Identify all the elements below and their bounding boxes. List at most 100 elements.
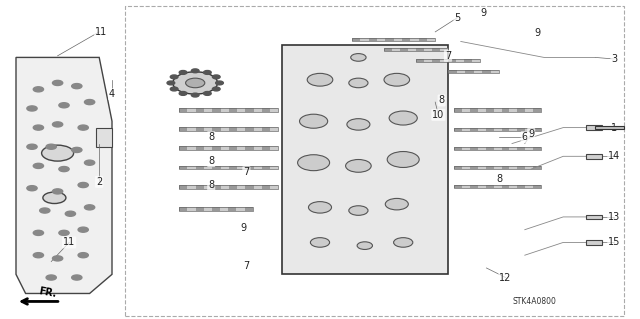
Bar: [245, 108, 253, 112]
Bar: [377, 38, 385, 41]
Bar: [262, 127, 270, 131]
Bar: [517, 128, 525, 131]
Bar: [486, 166, 493, 169]
Bar: [502, 166, 509, 169]
Bar: [427, 38, 435, 41]
Text: 8: 8: [208, 132, 214, 142]
Text: 1: 1: [611, 122, 618, 133]
Bar: [517, 147, 525, 150]
Bar: [253, 185, 262, 189]
Bar: [229, 146, 237, 150]
Circle shape: [46, 275, 56, 280]
Circle shape: [59, 103, 69, 108]
Bar: [454, 128, 541, 131]
Circle shape: [72, 275, 82, 280]
Bar: [424, 48, 432, 51]
Text: 12: 12: [499, 272, 512, 283]
Bar: [465, 70, 474, 73]
Bar: [470, 147, 478, 150]
Bar: [440, 59, 448, 62]
Circle shape: [33, 253, 44, 258]
Circle shape: [212, 75, 220, 79]
Circle shape: [186, 78, 205, 88]
Bar: [448, 59, 456, 62]
Bar: [493, 185, 502, 188]
Bar: [228, 207, 236, 211]
Bar: [270, 146, 278, 150]
Bar: [392, 48, 400, 51]
Circle shape: [52, 256, 63, 261]
Bar: [212, 166, 221, 169]
Circle shape: [59, 167, 69, 172]
Circle shape: [298, 155, 330, 171]
Bar: [221, 146, 229, 150]
Bar: [270, 185, 278, 189]
Bar: [493, 128, 502, 131]
Bar: [517, 108, 525, 112]
Bar: [253, 108, 262, 112]
Bar: [432, 48, 440, 51]
Bar: [509, 108, 517, 112]
Bar: [462, 147, 470, 150]
Bar: [369, 38, 377, 41]
Bar: [221, 127, 229, 131]
Circle shape: [27, 186, 37, 191]
Text: 7: 7: [243, 261, 250, 271]
Bar: [502, 147, 509, 150]
Bar: [270, 127, 278, 131]
Text: 5: 5: [454, 12, 461, 23]
Circle shape: [204, 70, 211, 74]
Bar: [204, 166, 212, 169]
Bar: [384, 48, 448, 51]
Bar: [179, 185, 188, 189]
Bar: [179, 146, 188, 150]
Bar: [462, 108, 470, 112]
Bar: [454, 147, 541, 150]
Bar: [262, 185, 270, 189]
Bar: [470, 128, 478, 131]
Circle shape: [300, 114, 328, 128]
Circle shape: [349, 206, 368, 215]
Bar: [402, 38, 410, 41]
Bar: [454, 128, 462, 131]
Bar: [525, 128, 533, 131]
Bar: [533, 185, 541, 188]
Circle shape: [308, 202, 332, 213]
Bar: [188, 146, 196, 150]
Bar: [509, 166, 517, 169]
Bar: [416, 59, 424, 62]
Circle shape: [357, 242, 372, 249]
Bar: [188, 127, 196, 131]
Bar: [454, 185, 462, 188]
Bar: [204, 185, 212, 189]
Text: 11: 11: [95, 27, 108, 37]
Bar: [486, 128, 493, 131]
Polygon shape: [16, 57, 112, 293]
Bar: [237, 108, 245, 112]
Bar: [204, 108, 212, 112]
Bar: [237, 185, 245, 189]
Circle shape: [346, 160, 371, 172]
Bar: [385, 38, 394, 41]
Bar: [394, 38, 402, 41]
Circle shape: [170, 87, 178, 91]
Bar: [179, 146, 278, 150]
Bar: [229, 166, 237, 169]
Bar: [595, 126, 624, 129]
Text: 8: 8: [208, 156, 214, 166]
Bar: [196, 127, 204, 131]
Bar: [196, 166, 204, 169]
Circle shape: [52, 189, 63, 194]
Bar: [212, 185, 221, 189]
Bar: [352, 38, 435, 41]
Bar: [432, 59, 440, 62]
Bar: [179, 207, 253, 211]
Circle shape: [387, 152, 419, 167]
Circle shape: [46, 144, 56, 149]
Circle shape: [349, 78, 368, 88]
Circle shape: [179, 70, 187, 74]
Bar: [179, 166, 188, 169]
Circle shape: [191, 93, 199, 97]
Text: 13: 13: [608, 212, 621, 222]
Bar: [502, 185, 509, 188]
